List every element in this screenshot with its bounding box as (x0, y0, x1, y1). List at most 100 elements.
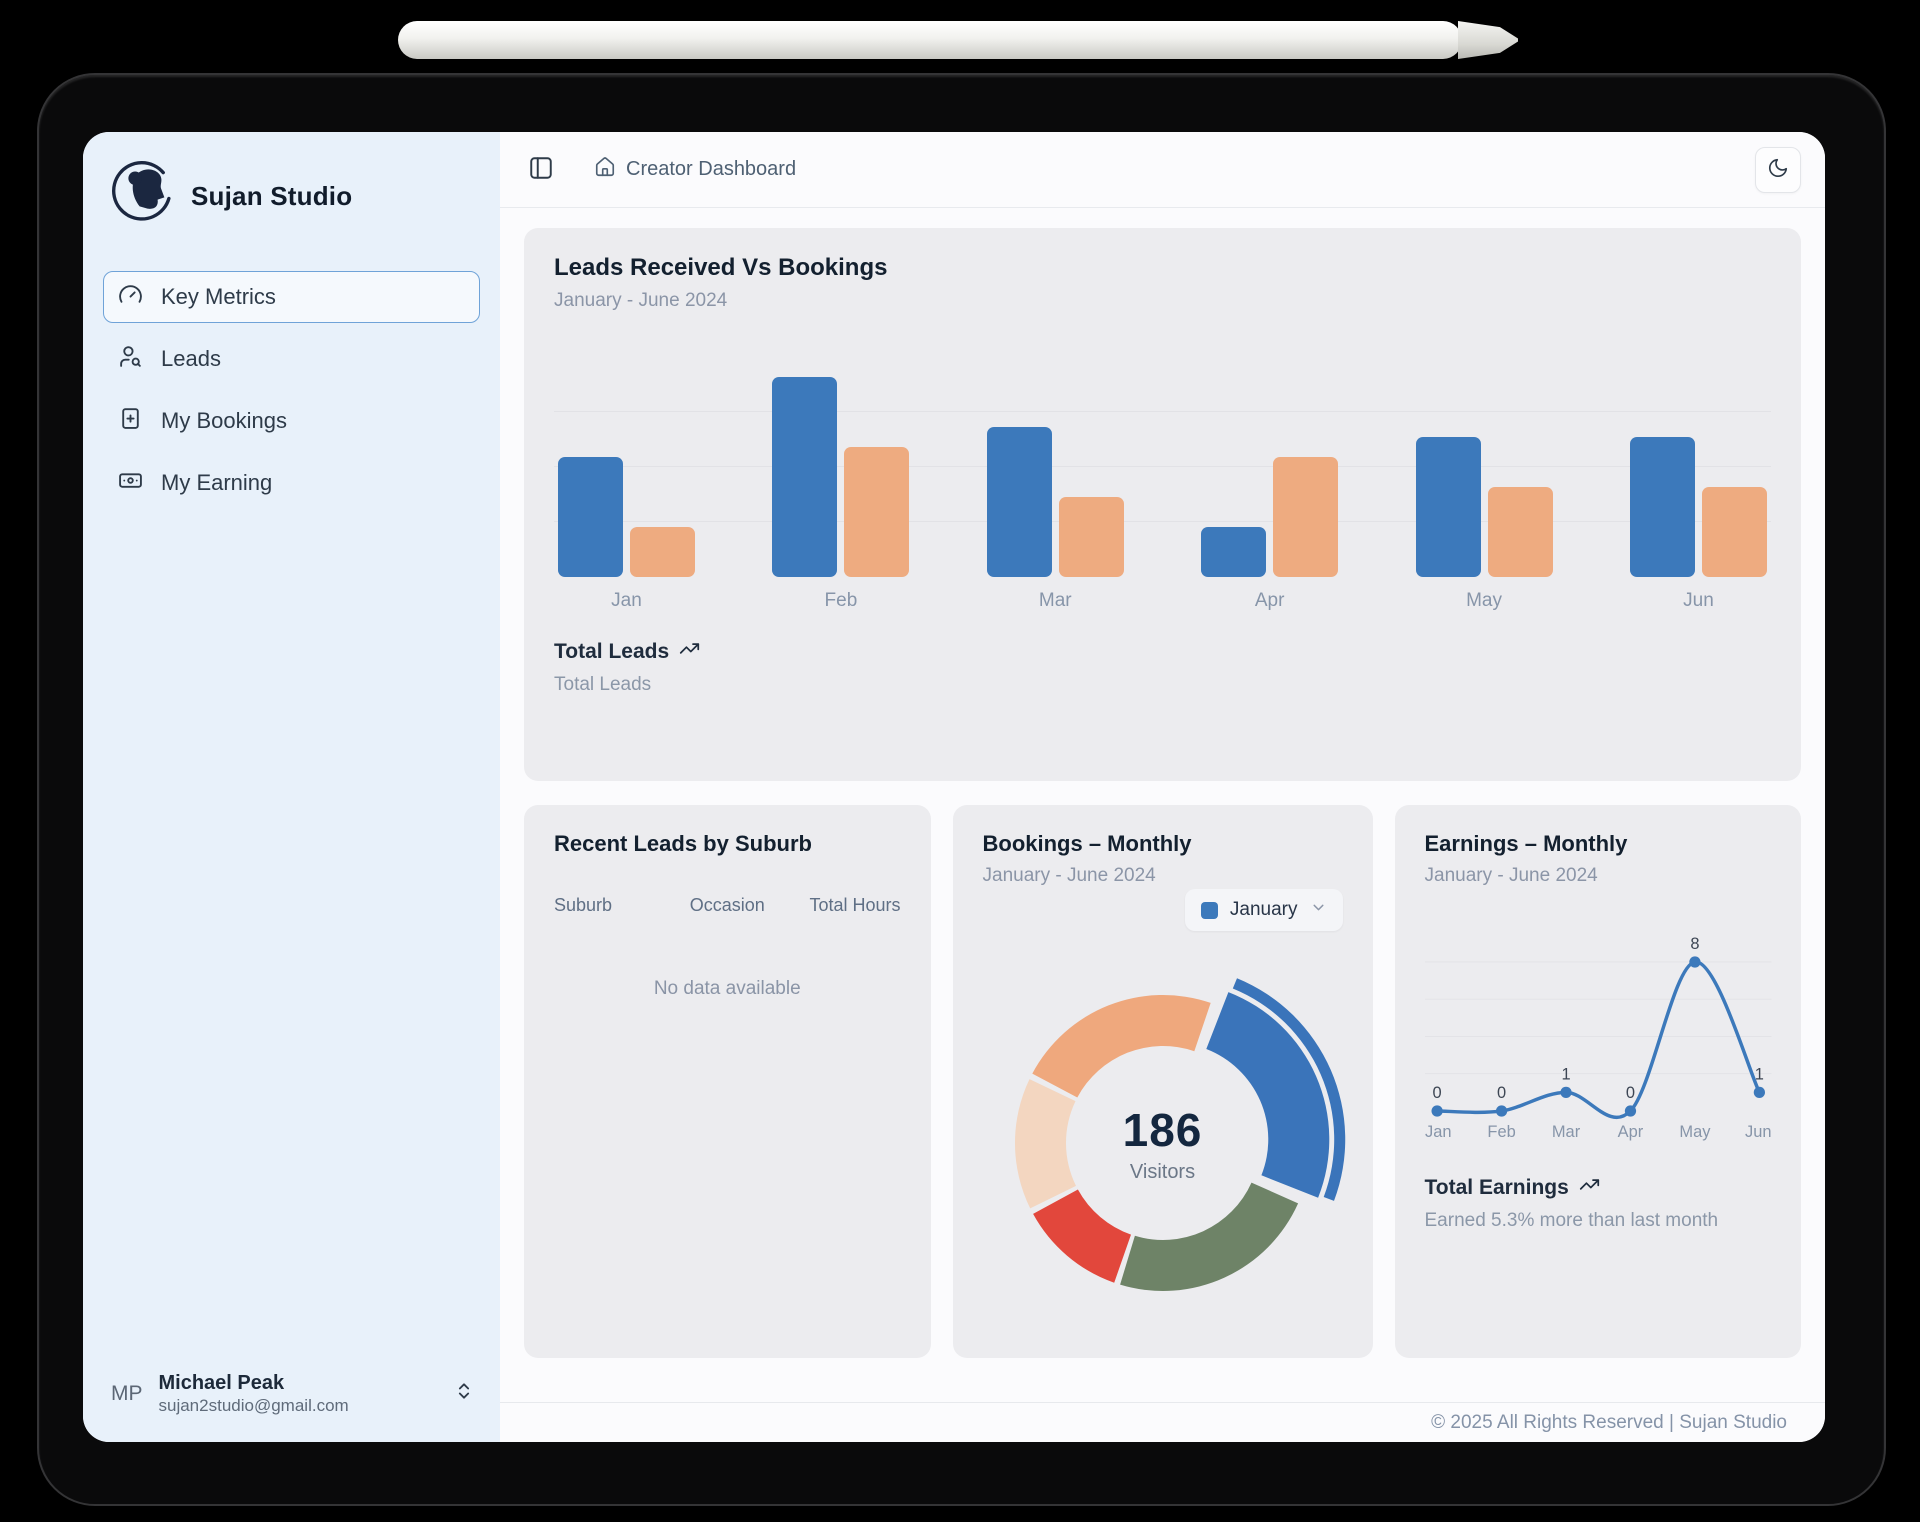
sidebar-toggle-button[interactable] (524, 151, 558, 188)
brand: Sujan Studio (83, 132, 500, 257)
pencil-tip (1458, 21, 1518, 59)
column-total-hours: Total Hours (809, 895, 901, 915)
moon-icon (1767, 157, 1789, 182)
donut-segment-red-segment (1032, 1189, 1131, 1283)
month-dropdown[interactable]: January (1184, 889, 1343, 931)
x-axis-tick: Apr (1254, 590, 1285, 611)
data-point-may (1688, 956, 1701, 968)
sidebar-item-my-earning[interactable]: My Earning (103, 457, 480, 509)
donut-chart: 186 Visitors (983, 963, 1345, 1323)
user-menu[interactable]: MP Michael Peak sujan2studio@gmail.com (83, 1351, 500, 1442)
bar-bookings-jan (630, 527, 695, 577)
chevron-down-icon (1310, 899, 1327, 921)
bar-chart-footer: Total Leads Total Leads (554, 638, 1771, 696)
bar-leads-apr (1201, 527, 1267, 577)
pencil-body (398, 21, 1462, 59)
donut-segment-green-segment (1119, 1182, 1298, 1291)
sidebar-item-label: Leads (161, 346, 221, 371)
bar-group-jun: Jun (1629, 356, 1767, 612)
point-label: 1 (1561, 1065, 1570, 1083)
line-chart-svg: 0 Jan 0 Feb 1 Mar 0 Apr 8 May 1 Jun (1424, 935, 1771, 1141)
bar-group-may: May (1415, 356, 1553, 612)
gridline (554, 466, 1771, 467)
x-axis-tick: Mar (1551, 1123, 1580, 1141)
month-swatch (1200, 901, 1218, 919)
sidebar: Sujan Studio Key Metrics (83, 132, 500, 1442)
x-axis-tick: Feb (824, 590, 858, 611)
dark-mode-toggle-button[interactable] (1755, 146, 1801, 193)
card-subtitle: January - June 2024 (554, 290, 728, 311)
main-area: Creator Dashboard Leads Received Vs Book (500, 132, 1825, 1442)
topbar: Creator Dashboard (500, 132, 1825, 208)
sidebar-item-label: My Earning (161, 470, 273, 495)
book-plus-icon (118, 406, 143, 437)
column-occasion: Occasion (689, 895, 765, 915)
sidebar-item-key-metrics[interactable]: Key Metrics (103, 271, 480, 323)
data-point-feb (1495, 1105, 1507, 1117)
home-icon (594, 156, 616, 184)
footer: © 2025 All Rights Reserved | Sujan Studi… (500, 1402, 1825, 1442)
sujan-studio-logo-icon (107, 158, 179, 235)
card-leads-vs-bookings: Leads Received Vs Bookings January - Jun… (524, 228, 1801, 781)
trending-up-icon (679, 638, 700, 665)
point-label: 1 (1754, 1065, 1763, 1083)
bar-leads-jan (558, 457, 623, 577)
earnings-delta: Earned 5.3% more than last month (1424, 1210, 1719, 1231)
sidebar-item-my-bookings[interactable]: My Bookings (103, 395, 480, 447)
sidebar-item-leads[interactable]: Leads (103, 333, 480, 385)
bar-bookings-mar (1058, 497, 1124, 577)
bar-group-feb: Feb (772, 356, 910, 612)
user-name: Michael Peak (158, 1372, 285, 1394)
cards-row: Recent Leads by Suburb Suburb Occasion T… (524, 805, 1801, 1358)
x-axis-tick: Jun (1683, 590, 1714, 611)
gauge-icon (118, 282, 143, 313)
card-subtitle: January - June 2024 (1424, 865, 1598, 886)
trending-up-icon (1579, 1174, 1600, 1201)
x-axis-tick: Jan (611, 590, 642, 611)
bar-bookings-jun (1701, 487, 1767, 577)
breadcrumb-label: Creator Dashboard (626, 158, 797, 180)
point-label: 0 (1432, 1084, 1441, 1102)
total-leads-label: Total Leads (554, 639, 670, 663)
data-point-jun (1753, 1086, 1765, 1098)
bar-bookings-apr (1273, 457, 1339, 577)
data-point-jan (1430, 1105, 1443, 1117)
point-label: 0 (1496, 1084, 1505, 1102)
user-search-icon (118, 344, 143, 375)
data-point-mar (1559, 1086, 1572, 1098)
bar-group-apr: Apr (1201, 356, 1339, 612)
bar-bookings-feb (844, 447, 910, 577)
donut-svg (1014, 978, 1345, 1291)
dashboard-screen: Sujan Studio Key Metrics (83, 132, 1825, 1442)
banknote-icon (118, 468, 143, 499)
card-subtitle: January - June 2024 (982, 865, 1156, 886)
gridline (554, 411, 1771, 412)
point-label: 8 (1690, 935, 1699, 953)
sidebar-item-label: Key Metrics (161, 284, 276, 309)
x-axis-tick: Feb (1487, 1123, 1515, 1141)
bar-leads-mar (986, 427, 1052, 577)
x-axis-tick: Jan (1425, 1123, 1452, 1141)
bar-leads-jun (1629, 437, 1695, 577)
donut-segment-orange-segment (1031, 995, 1211, 1098)
sidebar-nav: Key Metrics Leads (83, 257, 500, 523)
breadcrumb[interactable]: Creator Dashboard (594, 156, 796, 184)
donut-segment-january (1205, 992, 1329, 1198)
card-recent-leads: Recent Leads by Suburb Suburb Occasion T… (524, 805, 931, 1358)
line-chart-footer: Total Earnings Earned 5.3% more than las… (1425, 1174, 1772, 1232)
card-title: Recent Leads by Suburb (554, 831, 812, 856)
bar-group-mar: Mar (986, 356, 1124, 612)
point-label: 0 (1625, 1084, 1634, 1102)
donut-active-ring (1232, 978, 1345, 1201)
bar-chart-plot: Jan Feb Mar Apr May Jun (554, 356, 1771, 612)
stylus-pencil (398, 21, 1518, 59)
card-title: Leads Received Vs Bookings (554, 254, 888, 281)
total-earnings-label: Total Earnings (1424, 1175, 1569, 1199)
panel-left-icon (528, 155, 554, 184)
bar-bookings-may (1487, 487, 1553, 577)
chevrons-up-down-icon (454, 1381, 474, 1406)
bar-leads-feb (772, 377, 838, 577)
donut-segment-pale-peach-segment (1014, 1079, 1076, 1209)
total-leads-sub: Total Leads (554, 674, 652, 695)
